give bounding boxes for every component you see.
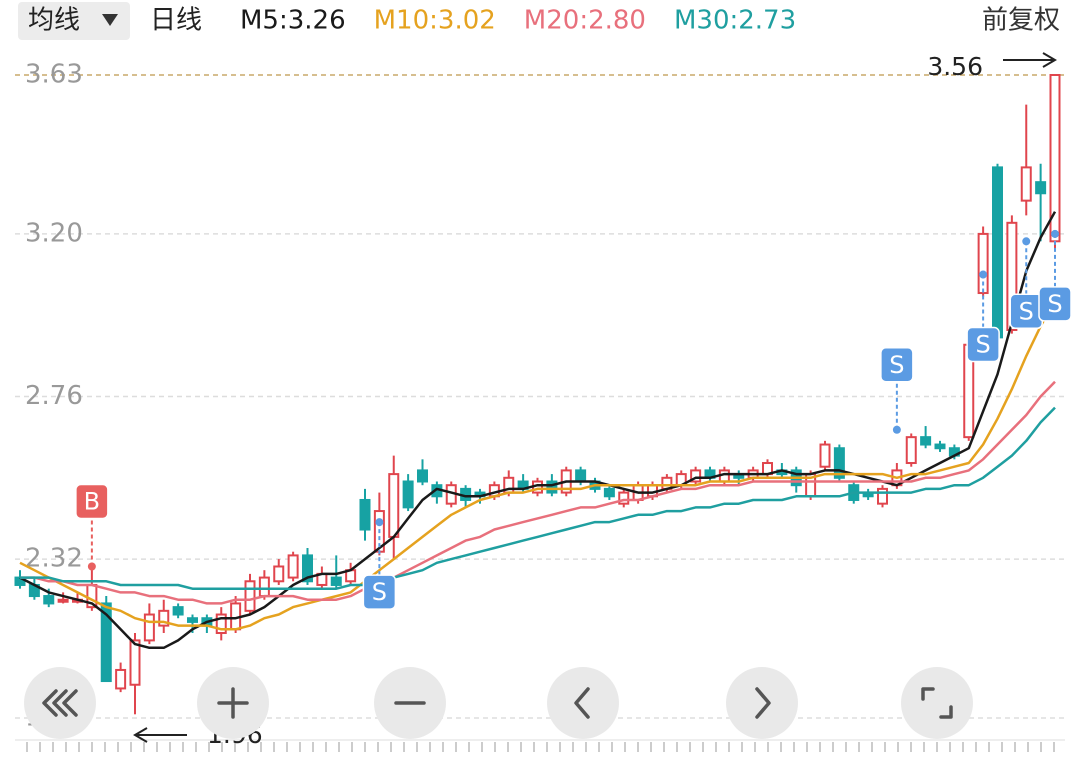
marker-box [75, 483, 109, 520]
candle-body [57, 598, 69, 603]
candle-body [43, 595, 55, 605]
marker-dot [1022, 237, 1031, 246]
menu-label[interactable]: 均线 [28, 6, 80, 36]
marker-dot [1051, 229, 1059, 238]
dropdown-arrow[interactable] [102, 14, 118, 26]
legend-label: M20:2.80 [524, 6, 646, 36]
y-tick-label: 3.20 [25, 218, 83, 248]
candle-body [603, 487, 615, 498]
candle-body [690, 469, 702, 483]
candle-body [1006, 221, 1018, 331]
marker-label: S [1047, 290, 1062, 318]
candle-body [934, 443, 946, 450]
candle-body [100, 602, 112, 683]
marker-dot [87, 562, 96, 571]
candle-body [417, 469, 428, 483]
menu-dropdown[interactable] [18, 2, 130, 40]
marker-dot [375, 518, 384, 527]
marker-label: S [889, 351, 904, 379]
marker-box [966, 326, 1000, 363]
y-tick-label: 2.76 [25, 381, 83, 411]
marker-box [362, 574, 397, 610]
zoom-out-button[interactable] [374, 667, 446, 739]
candle-body [187, 617, 198, 623]
ma-line [20, 380, 1056, 605]
next-button[interactable] [726, 667, 798, 739]
candle-body [388, 473, 400, 538]
candle-body [877, 487, 888, 505]
marker-dot [892, 425, 901, 434]
x-axis-ticks [15, 740, 1065, 756]
candle-body [172, 606, 184, 616]
y-tick-label: 3.63 [25, 60, 83, 90]
candle-body [1020, 166, 1032, 202]
candle-body [546, 480, 558, 494]
legend-label: M5:3.26 [240, 6, 346, 36]
scroll-start-button[interactable] [24, 667, 96, 739]
candle-body [287, 554, 299, 579]
prev-button[interactable] [547, 667, 619, 739]
candle-body [402, 480, 414, 509]
fullscreen-button[interactable] [901, 667, 973, 739]
annotation-text: 3.56 [927, 52, 983, 81]
annotation-arrow [133, 727, 187, 743]
candle-body [618, 491, 630, 505]
candle-body [833, 447, 845, 479]
marker-label: S [372, 578, 387, 606]
ma-line [20, 406, 1056, 590]
marker-label: S [1019, 297, 1034, 325]
marker-box [1038, 286, 1072, 322]
candle-body [273, 565, 285, 583]
candle-body [905, 436, 917, 465]
candle-body [819, 443, 831, 468]
candle-body [258, 576, 270, 598]
candle-body [158, 609, 170, 627]
marker-label: B [84, 487, 100, 515]
marker-box [880, 347, 914, 383]
candle-body [143, 613, 155, 642]
adjust-label[interactable]: 前复权 [982, 6, 1060, 36]
candle-body [244, 580, 256, 612]
candle-body [129, 639, 141, 686]
annotation-arrow [1003, 52, 1057, 68]
candle-body [115, 668, 127, 690]
zoom-in-button[interactable] [197, 667, 269, 739]
candle-body [977, 232, 989, 295]
legend-label: M30:2.73 [674, 6, 796, 36]
candle-body [302, 554, 313, 583]
candle-body [215, 613, 227, 635]
candle-body [359, 498, 371, 531]
candle-body [992, 166, 1003, 339]
marker-dot [979, 270, 988, 279]
candle-body [330, 576, 342, 586]
candle-body [920, 436, 932, 446]
period-label[interactable]: 日线 [150, 6, 202, 36]
legend-label: M10:3.02 [374, 6, 496, 36]
candle-body [575, 469, 587, 483]
ma-line [19, 299, 1057, 631]
y-tick-label: 2.32 [25, 544, 83, 574]
marker-label: S [976, 331, 991, 359]
candle-body [1035, 181, 1047, 195]
